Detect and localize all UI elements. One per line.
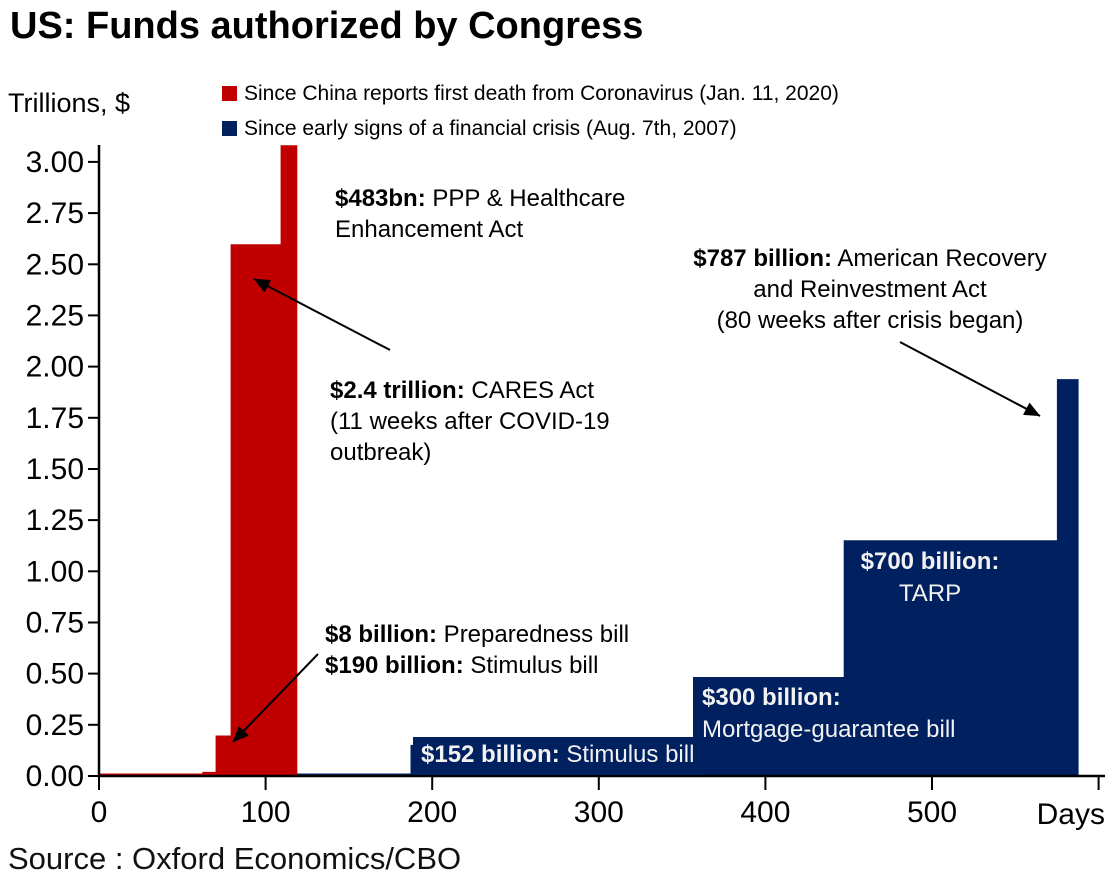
annotation-cares: $2.4 trillion: CARES Act (11 weeks after… (330, 375, 610, 468)
y-axis-unit-label: Trillions, $ (8, 88, 131, 118)
annotation-preparedness-text: Preparedness bill (437, 621, 630, 648)
annotation-cares-text3: outbreak) (330, 439, 432, 466)
y-tick-label: 0.75 (26, 607, 84, 640)
y-tick-label: 1.00 (26, 555, 84, 588)
legend-item-covid: Since China reports first death from Cor… (222, 76, 839, 111)
annotation-ppp-amount: $483bn: (335, 185, 426, 212)
annotation-ppp-text2: Enhancement Act (335, 216, 524, 243)
annotation-arra-text3: (80 weeks after crisis began) (716, 307, 1024, 334)
series-area-crisis-navy (99, 379, 1079, 776)
x-tick-label: 0 (91, 796, 108, 829)
annotation-cares-amount: $2.4 trillion: (330, 377, 465, 404)
y-tick-label: 2.25 (26, 299, 84, 332)
source-note: Source : Oxford Economics/CBO (8, 841, 462, 876)
annotation-arra-text: American Recovery (831, 245, 1047, 272)
preparedness-arrow (232, 653, 319, 743)
x-tick-label: 100 (241, 796, 291, 829)
label-300-billion: $300 billion: Mortgage-guarantee bill (693, 677, 970, 756)
label-152-amount: $152 billion: (421, 741, 560, 768)
y-tick-label: 0.25 (26, 709, 84, 742)
legend-label-financial-crisis: Since early signs of a financial crisis … (244, 116, 737, 140)
x-tick-label: 300 (574, 796, 624, 829)
label-300-text: Mortgage-guarantee bill (702, 716, 956, 743)
label-700-billion: $700 billion: TARP (846, 546, 1014, 610)
label-152-billion: $152 billion: Stimulus bill (413, 737, 705, 775)
label-700-amount: $700 billion: (860, 548, 1000, 575)
annotation-preparedness-stimulus: $8 billion: Preparedness bill $190 billi… (325, 619, 629, 681)
y-tick-label: 1.25 (26, 504, 84, 537)
annotation-arra: $787 billion: American Recovery and Rein… (645, 243, 1095, 336)
annotation-ppp: $483bn: PPP & Healthcare Enhancement Act (335, 183, 625, 245)
y-tick-label: 1.75 (26, 402, 84, 435)
y-tick-label: 2.50 (26, 248, 84, 281)
y-tick-label: 2.00 (26, 351, 84, 384)
axes (97, 145, 1105, 778)
x-tick-label: 500 (907, 796, 957, 829)
chart-title: US: Funds authorized by Congress (10, 5, 644, 47)
annotation-cares-text: CARES Act (464, 377, 595, 404)
y-tick-label: 3.00 (26, 146, 84, 179)
annotation-arra-amount: $787 billion: (693, 245, 832, 272)
annotation-stimulus2020-amount: $190 billion: (325, 652, 464, 679)
cares-arrow (253, 278, 391, 351)
label-152-text: Stimulus bill (559, 741, 695, 768)
label-300-amount: $300 billion: (702, 684, 841, 711)
y-tick-label: 2.75 (26, 197, 84, 230)
legend-swatch-red-icon (222, 86, 237, 101)
y-tick-label: 0.00 (26, 760, 84, 793)
legend-item-financial-crisis: Since early signs of a financial crisis … (222, 111, 839, 146)
x-tick-label: 400 (740, 796, 790, 829)
annotation-stimulus2020-text: Stimulus bill (463, 652, 599, 679)
annotation-arra-text2: and Reinvestment Act (753, 276, 987, 303)
legend-swatch-navy-icon (222, 121, 237, 136)
legend: Since China reports first death from Cor… (222, 76, 839, 146)
x-axis-label: Days (1037, 798, 1105, 831)
annotation-cares-text2: (11 weeks after COVID-19 (330, 408, 610, 435)
x-tick-label: 200 (407, 796, 457, 829)
annotation-preparedness-amount: $8 billion: (325, 621, 438, 648)
label-700-text: TARP (898, 580, 962, 607)
y-tick-label: 0.50 (26, 658, 84, 691)
arra-arrow (899, 341, 1041, 417)
annotation-ppp-text: PPP & Healthcare (425, 185, 626, 212)
y-tick-label: 1.50 (26, 453, 84, 486)
series-area-covid-red (99, 145, 298, 777)
legend-label-covid: Since China reports first death from Cor… (244, 81, 839, 105)
